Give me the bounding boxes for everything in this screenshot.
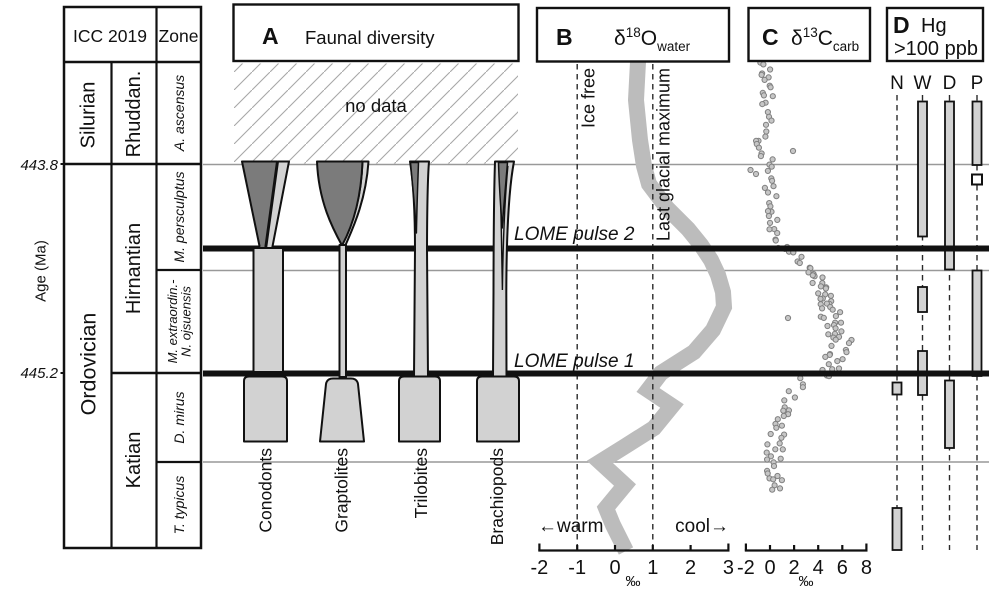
svg-text:>100 ppb: >100 ppb (894, 38, 978, 60)
svg-text:8: 8 (861, 557, 872, 579)
svg-text:←warm: ←warm (538, 516, 603, 537)
svg-text:2: 2 (789, 557, 800, 579)
svg-text:B: B (556, 24, 573, 50)
svg-text:-2: -2 (737, 557, 755, 579)
svg-text:Katian: Katian (123, 432, 145, 489)
svg-text:M. persculptus: M. persculptus (171, 171, 187, 262)
svg-text:1: 1 (647, 557, 658, 579)
svg-text:443.8: 443.8 (20, 157, 58, 174)
svg-text:Faunal diversity: Faunal diversity (305, 27, 435, 48)
svg-text:‰: ‰ (626, 573, 641, 590)
svg-text:445.2: 445.2 (20, 365, 58, 382)
svg-text:Last glacial maximum: Last glacial maximum (654, 68, 674, 241)
svg-text:-1: -1 (568, 557, 586, 579)
svg-text:Hirnantian: Hirnantian (123, 223, 145, 314)
svg-text:0: 0 (764, 557, 775, 579)
svg-text:4: 4 (813, 557, 824, 579)
svg-text:LOME pulse 2: LOME pulse 2 (514, 224, 635, 245)
svg-text:Age (Ma): Age (Ma) (33, 240, 50, 302)
svg-text:N: N (890, 73, 904, 94)
svg-text:Ice free: Ice free (579, 68, 599, 128)
svg-text:2: 2 (685, 557, 696, 579)
svg-text:Trilobites: Trilobites (411, 448, 431, 519)
svg-text:Brachiopods: Brachiopods (487, 448, 507, 546)
svg-text:6: 6 (837, 557, 848, 579)
svg-text:A. ascensus: A. ascensus (171, 75, 187, 152)
svg-text:no data: no data (345, 95, 407, 116)
svg-text:Rhuddan.: Rhuddan. (123, 71, 145, 158)
svg-text:Zone: Zone (159, 26, 199, 46)
svg-text:Graptolites: Graptolites (332, 448, 352, 533)
svg-text:N. ojsuensis: N. ojsuensis (179, 286, 194, 357)
svg-text:A: A (262, 23, 279, 49)
svg-text:T. typicus: T. typicus (171, 476, 187, 535)
svg-text:P: P (971, 73, 984, 94)
svg-text:0: 0 (609, 557, 620, 579)
svg-text:Conodonts: Conodonts (256, 448, 276, 533)
svg-text:C: C (762, 24, 779, 50)
svg-text:ICC 2019: ICC 2019 (73, 26, 147, 46)
svg-text:LOME pulse 1: LOME pulse 1 (514, 351, 634, 372)
svg-text:3: 3 (723, 557, 734, 579)
svg-text:D: D (893, 12, 910, 38)
svg-text:Silurian: Silurian (78, 82, 100, 149)
svg-text:M. extraordin.-: M. extraordin.- (165, 279, 180, 363)
svg-text:‰: ‰ (799, 573, 814, 590)
svg-text:D: D (943, 73, 957, 94)
svg-text:cool→: cool→ (675, 516, 729, 537)
svg-text:D. mirus: D. mirus (171, 391, 187, 443)
svg-text:Hg: Hg (921, 15, 947, 37)
svg-text:Ordovician: Ordovician (77, 313, 101, 416)
svg-text:-2: -2 (531, 557, 549, 579)
svg-text:W: W (914, 73, 932, 94)
